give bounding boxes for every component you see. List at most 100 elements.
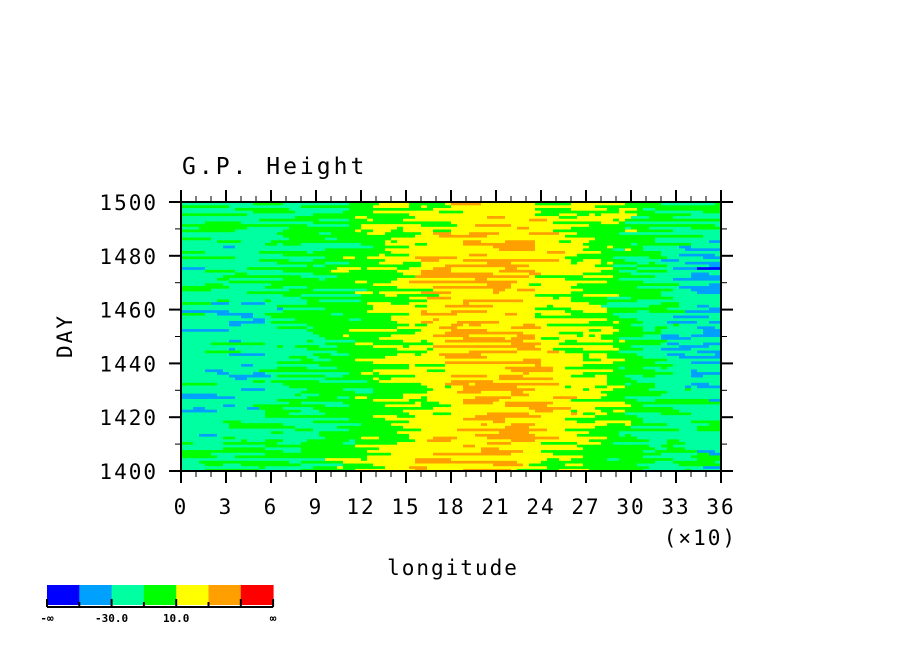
heatmap-cell (409, 374, 416, 378)
heatmap-cell (415, 382, 422, 386)
heatmap-cell (667, 444, 674, 448)
heatmap-cell (319, 460, 326, 464)
heatmap-cell (655, 446, 662, 451)
heatmap-cell (493, 371, 500, 375)
heatmap-cell (481, 401, 488, 405)
heatmap-cell (415, 417, 422, 421)
heatmap-cell (397, 417, 404, 421)
heatmap-cell (397, 371, 404, 375)
heatmap-cell (259, 355, 266, 359)
heatmap-cell (607, 449, 614, 453)
heatmap-cell (223, 371, 230, 375)
heatmap-cell (193, 436, 200, 440)
heatmap-cell (559, 446, 566, 451)
heatmap-cell (589, 452, 596, 456)
heatmap-cell (235, 468, 242, 472)
heatmap-cell (535, 449, 542, 453)
heatmap-cell (667, 436, 674, 440)
heatmap-cell (553, 465, 560, 469)
heatmap-cell (391, 452, 398, 456)
heatmap-cell (559, 376, 566, 381)
heatmap-cell (409, 425, 416, 429)
heatmap-cell (325, 344, 332, 348)
heatmap-cell (493, 419, 500, 424)
heatmap-cell (367, 336, 374, 340)
heatmap-cell (421, 401, 428, 405)
heatmap-cell (667, 425, 674, 429)
heatmap-cell (373, 403, 380, 408)
heatmap-cell (691, 379, 698, 383)
heatmap-cell (271, 454, 278, 459)
heatmap-cell (535, 462, 542, 467)
heatmap-cell (595, 460, 602, 464)
heatmap-cell (649, 349, 656, 354)
heatmap-cell (505, 374, 512, 378)
heatmap-cell (487, 363, 494, 367)
heatmap-cell (217, 460, 224, 464)
heatmap-cell (217, 366, 224, 370)
heatmap-cell (553, 427, 560, 432)
heatmap-cell (439, 368, 446, 373)
heatmap-cell (403, 454, 410, 459)
heatmap-cell (685, 392, 692, 397)
heatmap-cell (409, 460, 416, 464)
heatmap-cell (199, 430, 206, 434)
heatmap-cell (589, 344, 596, 348)
heatmap-cell (253, 460, 260, 464)
heatmap-cell (649, 358, 656, 362)
heatmap-cell (259, 401, 266, 405)
heatmap-cell (385, 379, 392, 383)
heatmap-cell (637, 352, 644, 356)
heatmap-cell (499, 430, 506, 434)
heatmap-cell (409, 368, 416, 373)
heatmap-cell (241, 403, 248, 408)
heatmap-cell (619, 366, 626, 370)
heatmap-cell (379, 430, 386, 434)
heatmap-cell (217, 441, 224, 445)
heatmap-cell (259, 460, 266, 464)
heatmap-cell (643, 368, 650, 373)
heatmap-cell (457, 371, 464, 375)
heatmap-cell (709, 376, 716, 381)
heatmap-cell (211, 374, 218, 378)
heatmap-cell (265, 333, 272, 338)
heatmap-cell (457, 344, 464, 348)
heatmap-cell (637, 368, 644, 373)
heatmap-cell (427, 462, 434, 467)
heatmap-cell (559, 333, 566, 338)
heatmap-cell (685, 376, 692, 381)
heatmap-cell (373, 382, 380, 386)
heatmap-cell (277, 363, 284, 367)
heatmap-cell (301, 449, 308, 453)
heatmap-cell (661, 454, 668, 459)
heatmap-cell (253, 341, 260, 346)
heatmap-cell (313, 409, 320, 413)
heatmap-cell (181, 446, 188, 451)
heatmap-cell (511, 419, 518, 424)
heatmap-cell (355, 360, 362, 364)
heatmap-cell (373, 328, 380, 332)
heatmap-cell (649, 341, 656, 346)
heatmap-cell (283, 427, 290, 432)
heatmap-cell (307, 379, 314, 383)
heatmap-cell (403, 349, 410, 354)
heatmap-cell (499, 336, 506, 340)
heatmap-cell (481, 392, 488, 397)
heatmap-cell (607, 339, 614, 343)
heatmap-cell (469, 366, 476, 370)
heatmap-cell (427, 358, 434, 362)
heatmap-cell (583, 358, 590, 362)
heatmap-cell (571, 444, 578, 448)
heatmap-cell (217, 465, 224, 469)
heatmap-cell (193, 341, 200, 346)
heatmap-cell (271, 323, 278, 327)
heatmap-cell (697, 349, 704, 354)
heatmap-cell (277, 462, 284, 467)
heatmap-cell (475, 374, 482, 378)
heatmap-cell (631, 403, 638, 408)
heatmap-cell (427, 376, 434, 381)
heatmap-cell (229, 331, 236, 335)
heatmap-cell (241, 433, 248, 437)
heatmap-cell (715, 366, 722, 370)
heatmap-cell (463, 382, 470, 386)
